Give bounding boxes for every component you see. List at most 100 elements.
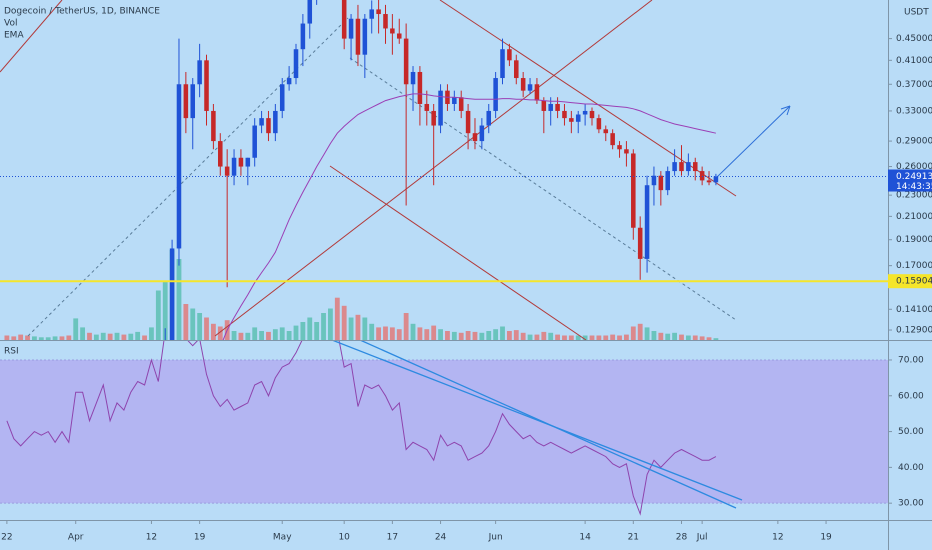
volume-bar: [534, 334, 540, 340]
volume-bar: [610, 334, 616, 340]
candle-body: [348, 18, 354, 39]
price-pane: [0, 0, 888, 340]
volume-bar: [286, 331, 292, 340]
trend-line: [0, 0, 63, 73]
candle-body: [651, 175, 657, 186]
candle-body: [231, 157, 237, 176]
volume-bar: [210, 323, 216, 340]
volume-bar: [445, 331, 450, 340]
volume-bar: [259, 331, 264, 340]
volume-bar: [685, 335, 691, 340]
volume-bar: [596, 335, 602, 340]
candle-body: [417, 71, 423, 104]
candle-body: [211, 110, 216, 142]
rsi-tick-label: 30.00: [898, 499, 924, 509]
candle-body: [431, 110, 436, 126]
volume-bar: [417, 327, 423, 340]
candle-body: [403, 38, 409, 85]
volume-bar: [472, 331, 478, 340]
volume-bar: [279, 327, 285, 340]
candle-body: [582, 110, 588, 115]
candle-body: [452, 97, 457, 104]
candle-body: [665, 171, 670, 191]
volume-bar: [665, 333, 671, 340]
volume-bar: [80, 327, 86, 340]
volume-bar: [465, 331, 471, 340]
candle-body: [631, 153, 636, 228]
x-tick-label: Jun: [488, 533, 503, 543]
candle-body: [238, 157, 244, 167]
volume-bar: [651, 331, 657, 340]
arrow-head: [780, 105, 791, 116]
candle-body: [479, 125, 485, 142]
candle-body: [534, 84, 540, 101]
x-tick-label: 12: [146, 533, 157, 543]
rsi-label: RSI: [4, 347, 19, 357]
y-tick-label: 0.17000: [896, 261, 932, 271]
rsi-band: [0, 359, 888, 504]
volume-bar: [38, 337, 44, 340]
volume-bar: [451, 331, 457, 340]
candle-body: [465, 110, 471, 134]
volume-bar: [66, 335, 72, 340]
volume-bar: [197, 313, 203, 340]
y-tick-label: 0.14100: [896, 305, 932, 315]
volume-bar: [245, 332, 251, 340]
volume-bar: [314, 322, 320, 340]
volume-bar: [238, 332, 244, 340]
volume-bar: [383, 326, 388, 340]
volume-bar: [18, 334, 24, 340]
candle-body: [410, 71, 416, 85]
y-tick-label: 0.21000: [896, 212, 932, 222]
y-tick-label: 0.12900: [896, 326, 932, 336]
candle-body: [569, 118, 574, 122]
candle-body: [273, 110, 278, 134]
candle-body: [555, 103, 560, 111]
volume-bar: [706, 337, 712, 340]
volume-bar: [300, 322, 306, 340]
candle-body: [617, 145, 622, 150]
rsi-tick-label: 50.00: [898, 427, 924, 437]
candle-body: [190, 84, 196, 119]
candle-body: [610, 133, 615, 146]
volume-bar: [155, 290, 161, 340]
volume-bar: [59, 336, 65, 340]
candle-body: [596, 118, 602, 130]
x-tick-label: 12: [772, 533, 783, 543]
volume-bar: [438, 329, 443, 340]
candle-body: [307, 0, 313, 24]
candle-body: [355, 18, 361, 55]
candle-body: [390, 28, 395, 34]
volume-bar: [100, 332, 106, 340]
volume-bar: [486, 331, 492, 340]
rsi-tick-label: 70.00: [898, 355, 924, 365]
candle-body: [183, 84, 189, 119]
volume-bar: [334, 297, 340, 340]
candle-body: [500, 49, 505, 79]
candle-body: [259, 118, 264, 126]
projection-arrow: [715, 105, 791, 179]
volume-bar: [341, 305, 347, 340]
volume-bar: [11, 336, 17, 340]
candle-body: [438, 90, 443, 126]
candle-body: [603, 129, 609, 134]
volume-bar: [176, 259, 182, 340]
candle-body: [176, 84, 182, 249]
volume-bar: [93, 334, 99, 340]
x-tick-label: 22: [1, 533, 12, 543]
candle-body: [300, 23, 306, 50]
volume-bar: [541, 331, 547, 340]
candle-body: [362, 18, 368, 55]
level-label: 0.15904: [896, 277, 932, 287]
x-tick-label: 17: [387, 533, 398, 543]
volume-bar: [362, 317, 368, 340]
candle-body: [541, 100, 547, 111]
y-tick-label: 0.37000: [896, 80, 932, 90]
candle-body: [514, 60, 519, 79]
volume-bar: [431, 325, 437, 340]
volume-bar: [644, 327, 650, 340]
volume-bar: [568, 335, 574, 340]
candle-body: [624, 149, 629, 154]
volume-bar: [403, 313, 409, 340]
x-tick-label: Apr: [68, 533, 84, 543]
